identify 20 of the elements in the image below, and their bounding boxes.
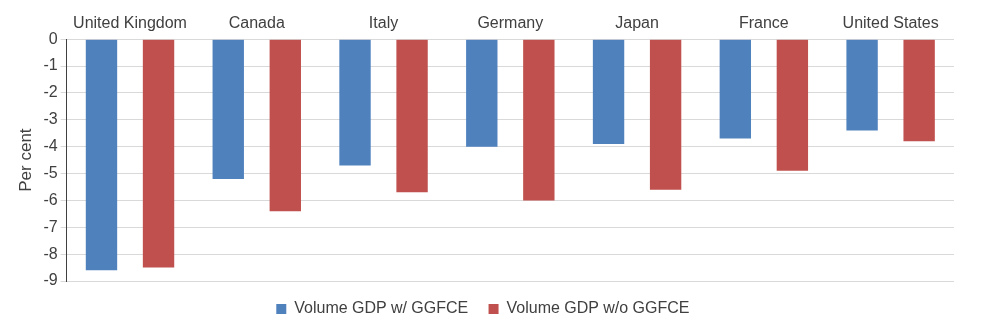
x-tick-label: Italy [368, 14, 399, 32]
x-tick-label: Canada [228, 14, 285, 32]
x-tick-label: United Kingdom [73, 14, 187, 32]
x-tick-label: Japan [615, 14, 659, 32]
y-tick-label: -1 [43, 56, 58, 74]
y-tick-label: -6 [43, 190, 58, 208]
y-tick-label: -4 [43, 137, 58, 155]
x-tick-label: Germany [477, 14, 544, 32]
y-tick-label: -7 [43, 217, 58, 235]
y-tick-label: -5 [43, 163, 58, 181]
y-axis-title: Per cent [15, 128, 35, 192]
y-tick-label: -3 [43, 110, 58, 128]
x-tick-label: United States [842, 14, 939, 32]
y-tick-label: -2 [43, 83, 58, 101]
y-tick-label: 0 [48, 29, 58, 47]
legend-label: Volume GDP w/o GGFCE [506, 299, 690, 317]
y-tick-label: -9 [43, 271, 58, 289]
y-tick-label: -8 [43, 244, 58, 262]
x-tick-label: France [738, 14, 789, 32]
legend-label: Volume GDP w/ GGFCE [294, 299, 469, 317]
